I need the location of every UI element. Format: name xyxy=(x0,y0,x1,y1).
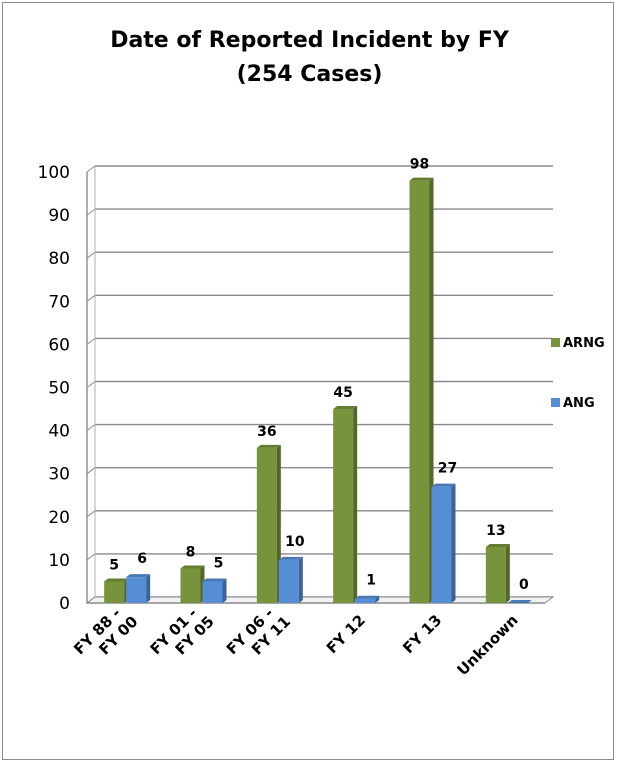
y-tick-label: 10 xyxy=(48,551,70,571)
data-label: 36 xyxy=(257,424,276,440)
x-tick-label: FY 88 -FY 00 xyxy=(70,600,141,671)
x-tick-label: Unknown xyxy=(454,611,522,679)
y-tick-label: 100 xyxy=(38,163,70,183)
legend-label: ANG xyxy=(563,396,595,411)
y-axis-ticks: 0 10 20 30 40 50 60 70 80 90 100 xyxy=(38,163,70,614)
bar-arng xyxy=(333,409,354,603)
data-label: 27 xyxy=(438,461,457,477)
chart-subtitle: (254 Cases) xyxy=(236,62,383,87)
bar-top xyxy=(126,574,151,578)
bars xyxy=(104,177,532,603)
chart-title: Date of Reported Incident by FY xyxy=(110,28,509,53)
y-tick-label: 80 xyxy=(48,249,70,269)
x-tick-text: FY 12 xyxy=(323,611,369,657)
data-label: 1 xyxy=(366,573,376,589)
data-label: 5 xyxy=(109,557,119,573)
y-tick-label: 70 xyxy=(48,292,70,312)
bar-side xyxy=(298,556,303,603)
y-tick-label: 0 xyxy=(59,594,70,614)
bar-top xyxy=(333,406,358,410)
y-tick-label: 30 xyxy=(48,465,70,485)
gridline-depth xyxy=(86,553,96,561)
bar-top xyxy=(431,483,456,487)
x-tick-label: FY 12 xyxy=(323,611,369,657)
x-tick-text: FY 88 -FY 00 xyxy=(70,600,141,671)
bar-ang xyxy=(355,598,376,603)
bar-side xyxy=(505,543,510,603)
bar-ang xyxy=(202,581,223,603)
chart-floor xyxy=(85,596,555,604)
bar-ang xyxy=(431,486,452,603)
gridline-depth xyxy=(86,165,96,173)
data-label: 6 xyxy=(137,551,147,567)
y-tick-label: 90 xyxy=(48,206,70,226)
bar-side xyxy=(222,578,227,603)
x-tick-line: FY 13 xyxy=(399,611,445,657)
gridline-depth xyxy=(86,294,96,302)
x-axis-ticks: FY 88 -FY 00 FY 01 -FY 05 FY 06 -FY 11 FY 1… xyxy=(70,600,522,679)
bar-top xyxy=(104,578,129,582)
x-tick-line: Unknown xyxy=(454,611,522,679)
gridline-depth xyxy=(86,208,96,216)
x-tick-line: FY 12 xyxy=(323,611,369,657)
x-tick-text: FY 13 xyxy=(399,611,445,657)
bar-top xyxy=(278,556,303,560)
bar-ang xyxy=(278,559,299,603)
bar-side xyxy=(353,406,358,603)
y-tick-label: 60 xyxy=(48,335,70,355)
x-tick-label: FY 01 -FY 05 xyxy=(147,600,218,671)
bar-top xyxy=(355,595,380,599)
bar-top xyxy=(256,444,281,448)
bar-top xyxy=(409,177,434,181)
data-label: 10 xyxy=(285,534,305,550)
bar-side xyxy=(146,574,151,603)
data-label: 98 xyxy=(410,157,429,173)
y-tick-label: 20 xyxy=(48,508,70,528)
bar-top xyxy=(507,600,532,603)
gridline-depth xyxy=(86,251,96,259)
bar-top xyxy=(180,565,205,569)
bar-arng xyxy=(256,447,277,603)
bar-arng xyxy=(485,546,506,603)
legend-swatch xyxy=(551,338,560,347)
bar-side xyxy=(451,483,456,603)
gridline-depth xyxy=(86,467,96,475)
data-label: 0 xyxy=(519,577,529,593)
gridline-depth xyxy=(86,424,96,432)
legend: ARNG ANG xyxy=(551,336,605,411)
data-label: 13 xyxy=(486,523,505,539)
gridline-depth xyxy=(86,510,96,518)
bar-arng xyxy=(104,581,125,603)
data-label: 5 xyxy=(214,555,224,571)
x-tick-text: FY 06 -FY 11 xyxy=(223,600,294,671)
x-tick-label: FY 13 xyxy=(399,611,445,657)
data-label: 8 xyxy=(186,545,196,561)
x-tick-text: FY 01 -FY 05 xyxy=(147,600,218,671)
gridlines xyxy=(86,165,553,604)
gridline-depth xyxy=(86,381,96,388)
bar-top xyxy=(485,543,510,547)
bar-side xyxy=(375,595,380,603)
bar-ang xyxy=(126,577,147,603)
axes xyxy=(85,166,555,604)
bar-arng xyxy=(180,568,201,603)
data-labels: 5 6 8 5 36 10 45 1 98 27 13 0 xyxy=(109,157,529,593)
x-tick-label: FY 06 -FY 11 xyxy=(223,600,294,671)
y-tick-label: 50 xyxy=(48,379,70,399)
x-tick-text: Unknown xyxy=(454,611,522,679)
legend-label: ARNG xyxy=(563,336,605,351)
legend-swatch xyxy=(551,398,560,407)
bar-top xyxy=(202,578,227,582)
gridline-depth xyxy=(86,337,96,345)
bar-arng xyxy=(409,180,430,603)
y-tick-label: 40 xyxy=(48,422,70,442)
data-label: 45 xyxy=(333,385,352,401)
